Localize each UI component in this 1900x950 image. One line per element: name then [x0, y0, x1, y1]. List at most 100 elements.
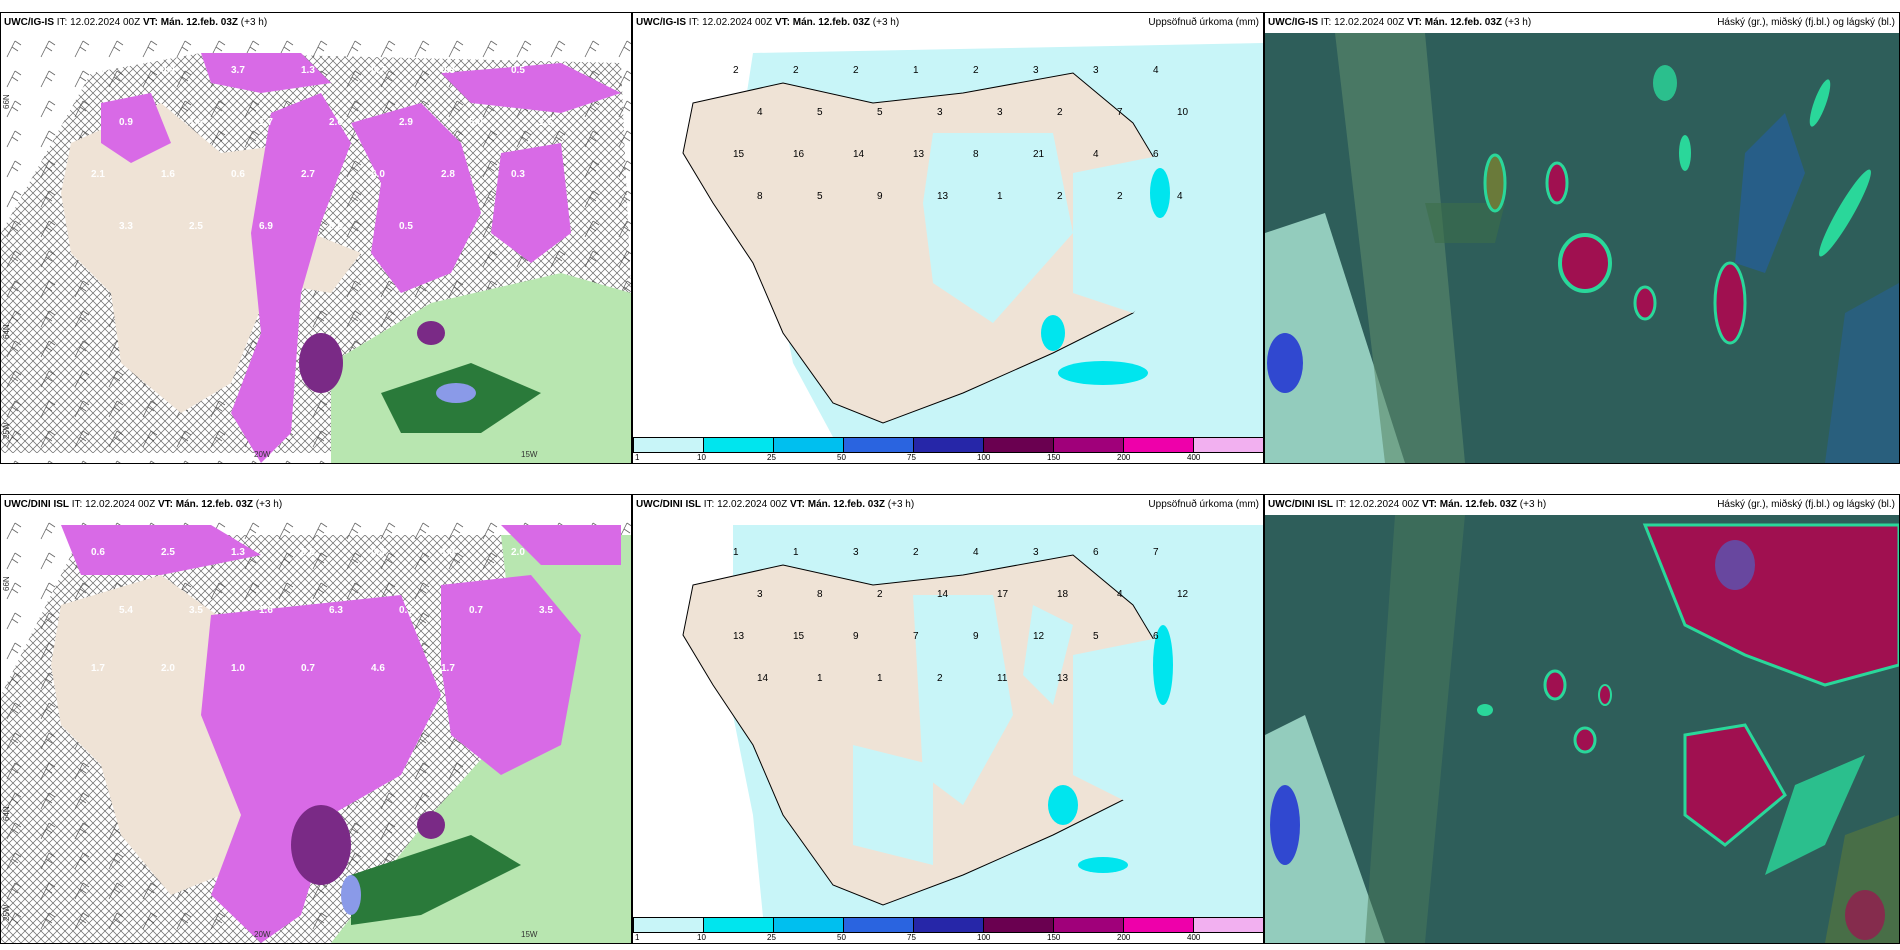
value-label: 2	[877, 589, 883, 600]
value-label: 1.6	[259, 605, 273, 616]
value-label: 0.7	[301, 663, 315, 674]
precip-wind-map: 20W 15W 66N 64N 25W 0.6 2.5 1.3 0.6 0.4 1.8 2.…	[1, 515, 631, 943]
value-label: 1	[733, 547, 739, 558]
value-label: 5	[877, 107, 883, 118]
value-label: 21	[1033, 149, 1045, 160]
panel-r2-right: UWC/DINI ISL IT: 12.02.2024 00Z VT: Mán.…	[1264, 494, 1900, 944]
value-label: 1.5	[539, 117, 553, 128]
value-label: 6	[1153, 631, 1159, 642]
init-time: 12.02.2024 00Z	[1334, 17, 1405, 28]
value-label: 5	[1093, 631, 1099, 642]
colorbar-swatch	[843, 437, 914, 453]
lat-label: 66N	[2, 576, 11, 591]
panel-header: UWC/DINI ISL IT: 12.02.2024 00Z VT: Mán.…	[1265, 495, 1899, 515]
colorbar-tick-label: 150	[1047, 933, 1061, 942]
value-label: 0.6	[91, 547, 105, 558]
value-label: 1	[793, 547, 799, 558]
value-label: 5	[817, 191, 823, 202]
colorbar-swatch	[843, 917, 914, 933]
lon-label: 15W	[521, 930, 538, 939]
value-label: 6	[1153, 149, 1159, 160]
value-label: 4	[1177, 191, 1183, 202]
value-label: 16	[793, 149, 805, 160]
colorbar-swatch	[1053, 917, 1124, 933]
value-label: 4	[1117, 589, 1123, 600]
value-label: 18	[1057, 589, 1069, 600]
value-label: 0.6	[231, 169, 245, 180]
colorbar-tick-label: 75	[907, 933, 916, 942]
value-label: 0.6	[329, 221, 343, 232]
colorbar-swatch	[773, 437, 844, 453]
value-label: 0.5	[399, 605, 413, 616]
value-label: 5.4	[119, 605, 133, 616]
colorbar-tick-label: 150	[1047, 453, 1061, 462]
value-label: 6	[1093, 547, 1099, 558]
value-label: 1.7	[259, 117, 273, 128]
colorbar-tick-label: 50	[837, 453, 846, 462]
value-label: 15	[793, 631, 805, 642]
value-label: 0.9	[161, 65, 175, 76]
value-label: 2	[733, 65, 739, 76]
colorbar-swatch	[703, 437, 774, 453]
value-label: 1.3	[301, 65, 315, 76]
value-label: 5	[817, 107, 823, 118]
value-label: 1	[997, 191, 1003, 202]
value-label: 4	[757, 107, 763, 118]
panel-header: UWC/IG-IS IT: 12.02.2024 00Z VT: Mán. 12…	[633, 13, 1263, 33]
value-label: 1.7	[441, 663, 455, 674]
colorbar-swatch	[773, 917, 844, 933]
value-label: 13	[913, 149, 925, 160]
map-svg-r1-right	[1265, 33, 1899, 463]
colorbar-tick-label: 10	[697, 453, 706, 462]
value-label: 2	[913, 547, 919, 558]
model-name: UWC/DINI ISL	[4, 499, 69, 510]
value-label: 2	[973, 65, 979, 76]
map-svg-r1-left: 20W 15W 66N 64N 25W 0.3 0.9 3.7 1.3 0.7 0.3 0.…	[1, 33, 631, 463]
value-label: 3	[937, 107, 943, 118]
cloud-cover-map	[1265, 33, 1899, 463]
map-svg-r2-left: 20W 15W 66N 64N 25W 0.6 2.5 1.3 0.6 0.4 1.8 2.…	[1, 515, 631, 943]
model-name: UWC/DINI ISL	[636, 499, 701, 510]
value-label: 3.3	[119, 221, 133, 232]
value-label: 13	[1057, 673, 1069, 684]
colorbar-tick-label: 1	[635, 453, 640, 462]
colorbar-swatch	[633, 917, 704, 933]
value-label: 2.5	[189, 221, 203, 232]
value-label: 0.5	[511, 65, 525, 76]
colorbar-swatch	[1123, 917, 1194, 933]
colorbar-tick-label: 200	[1117, 933, 1131, 942]
valid-time: Mán. 12.feb. 03Z	[175, 499, 253, 510]
value-label: 0.6	[301, 547, 315, 558]
valid-time: Mán. 12.feb. 03Z	[160, 17, 238, 28]
colorbar-tick-label: 400	[1187, 453, 1201, 462]
value-label: 2	[793, 65, 799, 76]
value-label: 3	[997, 107, 1003, 118]
value-label: 3	[853, 547, 859, 558]
value-label: 14	[757, 673, 769, 684]
colorbar-swatch	[983, 917, 1054, 933]
value-label: 14	[853, 149, 865, 160]
value-label: 1.6	[161, 169, 175, 180]
value-label: 14	[937, 589, 949, 600]
panel-header: UWC/IG-IS IT: 12.02.2024 00Z VT: Mán. 12…	[4, 17, 268, 28]
value-label: 1.0	[231, 663, 245, 674]
value-label: 2.7	[301, 169, 315, 180]
value-label: 0.3	[511, 169, 525, 180]
panel-title: Háský (gr.), miðský (fj.bl.) og lágský (…	[1717, 17, 1895, 28]
model-name: UWC/IG-IS	[1268, 17, 1318, 28]
value-label: 13	[733, 631, 745, 642]
colorbar-swatch	[1053, 437, 1124, 453]
init-time: 12.02.2024 00Z	[1349, 499, 1420, 510]
value-label: 11	[997, 673, 1008, 684]
value-label: 1	[913, 65, 919, 76]
accumulated-precip-map: 2 2 2 1 2 3 3 4 4 5 5 3 3 2 7 10 15 16 14 13 8 21 4 6 8 5 9 13 1 2 2 4	[633, 33, 1263, 437]
colorbar-swatch	[1193, 437, 1263, 453]
colorbar-tick-label: 25	[767, 933, 776, 942]
value-label: 6.0	[371, 169, 385, 180]
value-label: 4.6	[371, 663, 385, 674]
value-label: 0.5	[399, 221, 413, 232]
